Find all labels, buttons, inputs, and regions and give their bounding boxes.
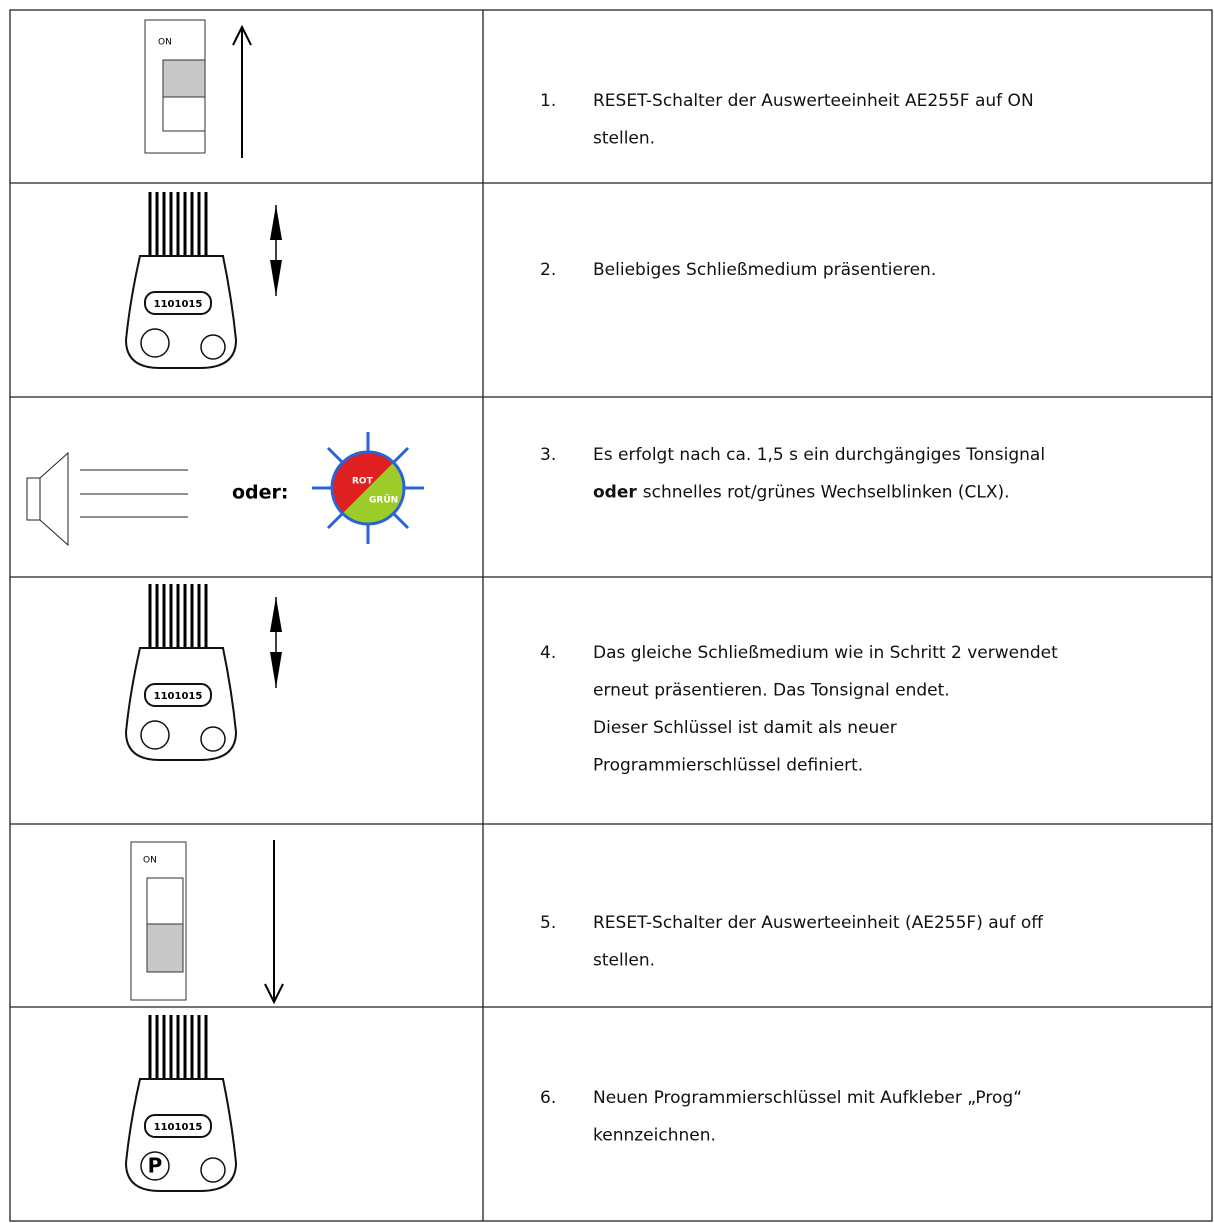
step-number: 3. bbox=[540, 445, 556, 465]
key-illustration: 1101015 P bbox=[124, 1015, 238, 1192]
signal-illustration: oder: ROT GRÜN bbox=[26, 432, 424, 547]
arrowhead bbox=[270, 205, 282, 240]
step-text: oder schnelles rot/grünes Wechselblinken … bbox=[593, 483, 1010, 503]
switch-down: ON bbox=[130, 840, 284, 1005]
key-mark: P bbox=[148, 1154, 163, 1178]
step-text: stellen. bbox=[593, 129, 655, 149]
step-number: 6. bbox=[540, 1088, 556, 1108]
switch-label: ON bbox=[158, 38, 172, 48]
step-text: RESET-Schalter der Auswerteeinheit AE255… bbox=[593, 91, 1034, 111]
step-text: Dieser Schlüssel ist damit als neuer bbox=[593, 718, 897, 738]
step-text: Beliebiges Schließmedium präsentieren. bbox=[593, 260, 936, 280]
key-tag bbox=[144, 1114, 212, 1138]
step-text: kennzeichnen. bbox=[593, 1126, 716, 1146]
step-text: erneut präsentieren. Das Tonsignal endet… bbox=[593, 681, 950, 701]
step-text: stellen. bbox=[593, 951, 655, 971]
key-number: 1101015 bbox=[154, 1122, 203, 1133]
arrowhead bbox=[270, 652, 282, 688]
key-hole bbox=[200, 1157, 226, 1183]
step-number: 1. bbox=[540, 91, 556, 111]
step-text: Das gleiche Schließmedium wie in Schritt… bbox=[593, 643, 1058, 663]
step-number: 5. bbox=[540, 913, 556, 933]
step-number: 4. bbox=[540, 643, 556, 663]
arrowhead bbox=[270, 260, 282, 296]
switch-label: ON bbox=[143, 856, 157, 866]
connector: oder: bbox=[232, 482, 289, 504]
key-number: 1101015 bbox=[154, 299, 203, 310]
key-hole bbox=[200, 726, 226, 752]
key-hole bbox=[200, 334, 226, 360]
step-text: RESET-Schalter der Auswerteeinheit (AE25… bbox=[593, 913, 1044, 933]
table-grid bbox=[9, 9, 1213, 1222]
led-green: GRÜN bbox=[369, 495, 398, 506]
key-number: 1101015 bbox=[154, 691, 203, 702]
arrowhead bbox=[270, 597, 282, 632]
key-hole bbox=[140, 1151, 170, 1181]
key-hole bbox=[140, 720, 170, 750]
step-text: Es erfolgt nach ca. 1,5 s ein durchgängi… bbox=[593, 445, 1045, 465]
led-red: ROT bbox=[352, 477, 374, 487]
key-hole bbox=[140, 328, 170, 358]
key-tag bbox=[144, 683, 212, 707]
emphasis: oder bbox=[593, 483, 637, 503]
key-tag bbox=[144, 291, 212, 315]
step-text: Neuen Programmierschlüssel mit Aufkleber… bbox=[593, 1088, 1022, 1108]
switch-up: ON bbox=[144, 19, 252, 158]
key-illustration: 1101015 bbox=[124, 584, 282, 761]
step-text: Programmierschlüssel definiert. bbox=[593, 756, 863, 776]
step-text-rest: schnelles rot/grünes Wechselblinken (CLX… bbox=[643, 483, 1010, 503]
step-number: 2. bbox=[540, 260, 556, 280]
key-illustration: 1101015 bbox=[124, 192, 282, 369]
